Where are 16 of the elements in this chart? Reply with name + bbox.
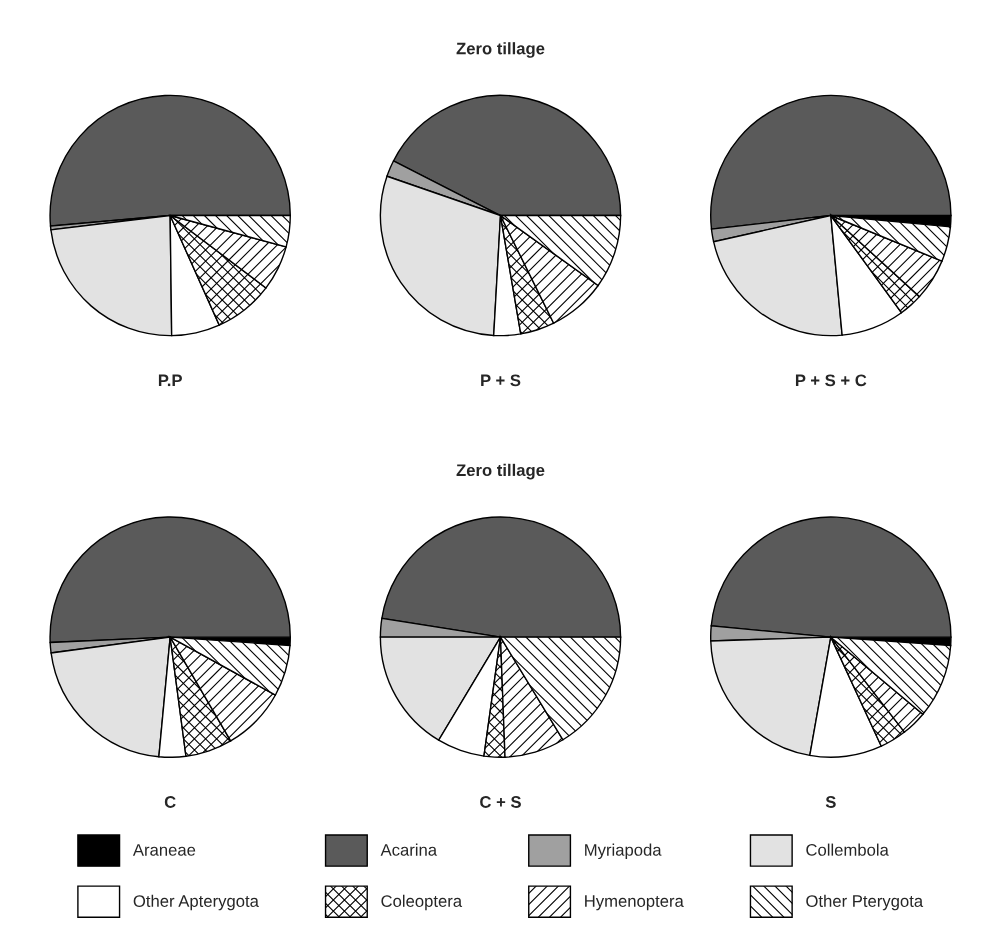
chart-title: Zero tillage [456,463,545,480]
text: C [164,796,176,808]
legend-label: Collembola [806,843,889,856]
legend-label: Araneae [132,844,196,856]
legend-label: Hymenoptera [585,895,684,911]
chart-title: Zero tillage [456,42,545,58]
legend-label: Myriapoda [585,843,662,860]
text: S [825,796,836,808]
legend-label: Acarina [380,843,438,856]
legend-label: Coleoptera [381,894,463,911]
text: P + S + C [795,374,867,387]
legend-label: Other Apterygota [133,894,259,911]
text: P.P [158,374,182,387]
legend-label: Other Pterygota [806,894,924,911]
text: C + S [480,796,521,808]
text: P + S [481,374,521,387]
